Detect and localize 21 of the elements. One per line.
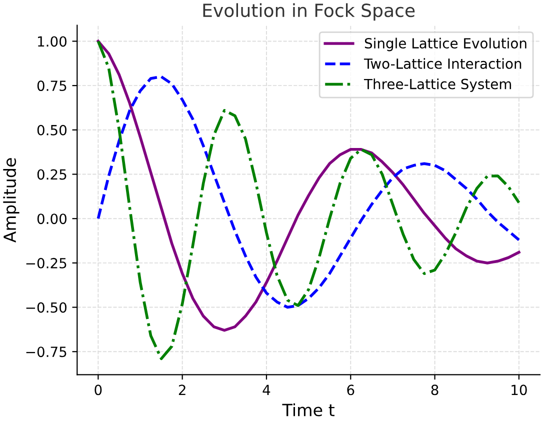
- y-tick-label: 0.75: [37, 80, 66, 92]
- x-tick-label: 4: [262, 384, 270, 395]
- y-tick-label: −0.50: [26, 302, 66, 313]
- legend-label: Single Lattice Evolution: [364, 38, 526, 52]
- chart-title: Evolution in Fock Space: [203, 3, 415, 21]
- line-series: [96, 75, 520, 309]
- x-tick-label: 8: [431, 384, 438, 396]
- legend-label: Three-Lattice System: [364, 78, 512, 92]
- y-tick-label: −0.25: [26, 258, 66, 268]
- x-tick-label: 0: [94, 384, 102, 396]
- y-tick-label: 1.00: [38, 36, 66, 47]
- legend-label: Two-Lattice Interaction: [364, 58, 522, 69]
- y-tick-label: 0.00: [37, 214, 66, 224]
- y-tick-label: 0.25: [37, 169, 66, 180]
- x-tick-label: 10: [512, 384, 527, 396]
- y-axis-title: Amplitude: [3, 158, 20, 243]
- x-axis-title: Time t: [282, 403, 334, 416]
- y-tick-label: −0.75: [26, 346, 66, 358]
- x-tick-label: 2: [178, 384, 186, 395]
- x-tick-label: 6: [347, 384, 354, 396]
- y-tick-label: 0.50: [37, 124, 66, 136]
